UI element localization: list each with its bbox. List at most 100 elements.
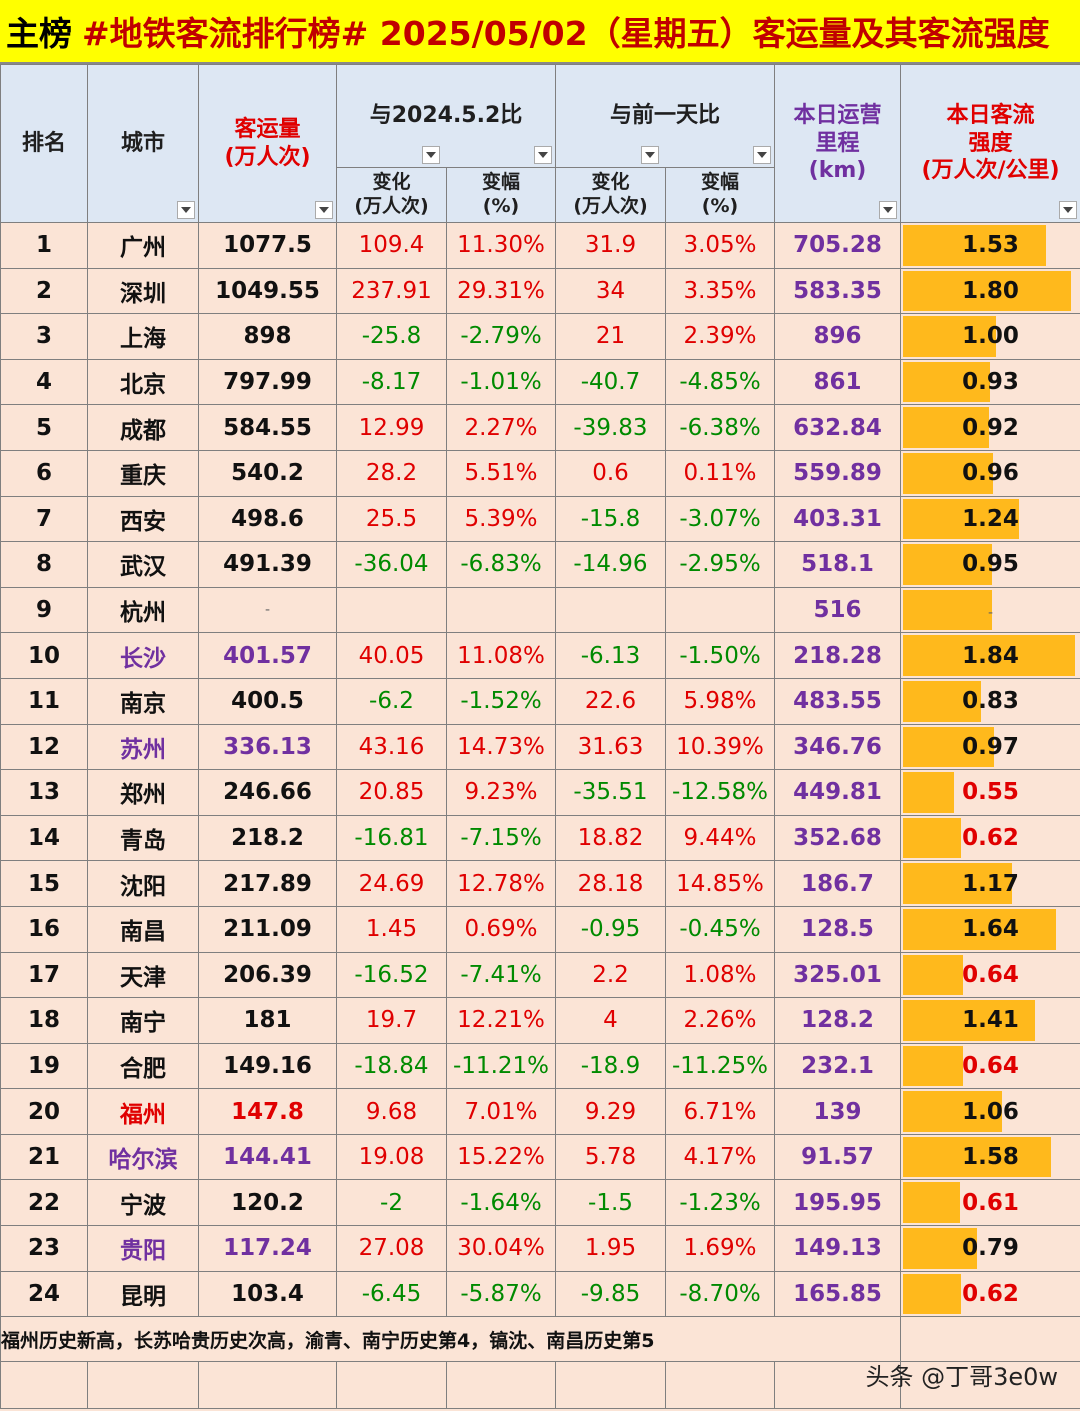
intensity-bar xyxy=(903,680,982,722)
filter-dropdown-icon[interactable] xyxy=(534,145,552,164)
rank-cell: 13 xyxy=(0,769,88,816)
mileage-cell: 403.31 xyxy=(774,495,902,543)
header-volume[interactable]: 客运量 (万人次) xyxy=(198,64,337,223)
rank-cell: 20 xyxy=(0,1088,88,1135)
city-cell: 青岛 xyxy=(87,814,199,862)
header-intensity[interactable]: 本日客流 强度 (万人次/公里) xyxy=(900,64,1080,223)
table-row: 14 青岛 218.2 -16.81 -7.15% 18.82 9.44% 352.68 0.6… xyxy=(0,814,1080,862)
city-cell: 武汉 xyxy=(87,541,199,588)
city-cell: 天津 xyxy=(87,951,199,999)
intensity-value: 1.06 xyxy=(962,1098,1019,1125)
yoy-pct-cell xyxy=(446,586,556,634)
intensity-cell: 0.95 xyxy=(900,541,1080,588)
note-text: 福州历史新高，长苏哈贵历史次高，渝青、南宁历史第4，镐沈、南昌历史第5 xyxy=(1,1329,655,1352)
header-mileage[interactable]: 本日运营 里程 (km) xyxy=(774,64,902,223)
volume-cell: 217.89 xyxy=(198,860,337,907)
yoy-change-cell xyxy=(336,586,447,634)
rank-cell: 19 xyxy=(0,1042,88,1090)
intensity-bar xyxy=(903,589,993,631)
dod-change-cell: 34 xyxy=(555,267,666,315)
mileage-cell: 352.68 xyxy=(774,814,902,862)
city-cell: 宁波 xyxy=(87,1179,199,1227)
volume-cell: 336.13 xyxy=(198,723,337,771)
filter-dropdown-icon[interactable] xyxy=(422,145,440,164)
filter-dropdown-icon[interactable] xyxy=(641,145,660,164)
intensity-bar xyxy=(903,908,1057,950)
yoy-change-cell: 19.08 xyxy=(336,1133,447,1181)
yoy-pct-cell: 11.08% xyxy=(446,632,556,679)
intensity-value: 1.00 xyxy=(962,323,1019,350)
intensity-bar xyxy=(903,1273,962,1315)
filter-dropdown-icon[interactable] xyxy=(753,145,772,164)
yoy-change-cell: -8.17 xyxy=(336,358,447,406)
mileage-cell: 896 xyxy=(774,313,902,360)
header-dod[interactable]: 与前一天比 xyxy=(554,64,776,168)
city-cell: 哈尔滨 xyxy=(87,1133,199,1181)
intensity-value: 1.41 xyxy=(962,1007,1019,1034)
filter-dropdown-icon[interactable] xyxy=(879,201,898,219)
yoy-pct-cell: 11.30% xyxy=(446,222,556,269)
empty-cell xyxy=(900,1361,1080,1410)
intensity-bar xyxy=(903,1045,964,1087)
intensity-cell: 1.24 xyxy=(900,495,1080,543)
dod-change-cell: 4 xyxy=(555,997,666,1044)
yoy-pct-cell: 15.22% xyxy=(446,1133,556,1181)
header-yoy[interactable]: 与2024.5.2比 xyxy=(336,64,556,168)
yoy-pct-cell: -1.64% xyxy=(446,1179,556,1227)
rank-cell: 10 xyxy=(0,632,88,679)
table-row: 22 宁波 120.2 -2 -1.64% -1.5 -1.23% 195.95 0.61 xyxy=(0,1179,1080,1227)
volume-cell: 120.2 xyxy=(198,1179,337,1227)
volume-cell: 1077.5 xyxy=(198,222,337,269)
rank-cell: 4 xyxy=(0,358,88,406)
rank-cell: 8 xyxy=(0,541,88,588)
mileage-cell: 516 xyxy=(774,586,902,634)
yoy-change-cell: 27.08 xyxy=(336,1225,447,1272)
intensity-cell: 1.58 xyxy=(900,1133,1080,1181)
header-city[interactable]: 城市 xyxy=(87,64,199,223)
city-cell: 南宁 xyxy=(87,997,199,1044)
yoy-pct-cell: -2.79% xyxy=(446,313,556,360)
dod-pct-cell: 6.71% xyxy=(664,1088,776,1135)
yoy-change-cell: -36.04 xyxy=(336,541,447,588)
mileage-cell: 483.55 xyxy=(774,677,902,725)
yoy-change-cell: 12.99 xyxy=(336,404,447,451)
volume-cell: 117.24 xyxy=(198,1225,337,1272)
intensity-cell: 0.61 xyxy=(900,1179,1080,1227)
header-yoy-pct: 变幅 (%) xyxy=(446,166,556,224)
dod-change-cell: 28.18 xyxy=(555,860,666,907)
dod-pct-cell: -0.45% xyxy=(664,905,776,953)
yoy-pct-cell: -7.41% xyxy=(446,951,556,999)
intensity-value: 0.62 xyxy=(962,825,1019,852)
intensity-cell: 1.00 xyxy=(900,313,1080,360)
volume-cell: 149.16 xyxy=(198,1042,337,1090)
volume-cell: 400.5 xyxy=(198,677,337,725)
header-dod-change: 变化 (万人次) xyxy=(555,166,666,224)
mileage-cell: 186.7 xyxy=(774,860,902,907)
yoy-pct-cell: 5.39% xyxy=(446,495,556,543)
yoy-pct-cell: 30.04% xyxy=(446,1225,556,1272)
mileage-cell: 165.85 xyxy=(774,1270,902,1318)
volume-cell: 211.09 xyxy=(198,905,337,953)
dod-change-cell xyxy=(555,586,666,634)
yoy-change-cell: 40.05 xyxy=(336,632,447,679)
volume-cell: 181 xyxy=(198,997,337,1044)
mileage-cell: 91.57 xyxy=(774,1133,902,1181)
filter-dropdown-icon[interactable] xyxy=(1059,201,1078,219)
volume-cell: 1049.55 xyxy=(198,267,337,315)
rank-cell: 7 xyxy=(0,495,88,543)
yoy-change-cell: 43.16 xyxy=(336,723,447,771)
empty-cell xyxy=(198,1361,337,1410)
rank-cell: 15 xyxy=(0,860,88,907)
rank-cell: 23 xyxy=(0,1225,88,1272)
filter-dropdown-icon[interactable] xyxy=(177,201,195,219)
table-row: 1 广州 1077.5 109.4 11.30% 31.9 3.05% 705.28 1.53 xyxy=(0,222,1080,269)
filter-dropdown-icon[interactable] xyxy=(315,201,333,219)
volume-cell: 584.55 xyxy=(198,404,337,451)
table-row: 13 郑州 246.66 20.85 9.23% -35.51 -12.58% 449.81 0… xyxy=(0,769,1080,816)
city-cell: 沈阳 xyxy=(87,860,199,907)
dod-pct-cell: -6.38% xyxy=(664,404,776,451)
intensity-value: 1.80 xyxy=(962,277,1019,304)
city-cell: 深圳 xyxy=(87,267,199,315)
yoy-change-cell: -16.52 xyxy=(336,951,447,999)
intensity-value: 0.97 xyxy=(962,733,1019,760)
